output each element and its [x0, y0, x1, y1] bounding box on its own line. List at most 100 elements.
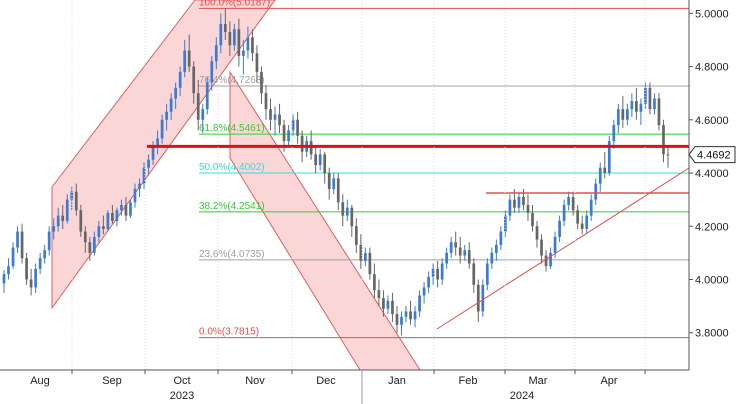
- candle-body: [558, 220, 561, 237]
- candle-body: [607, 141, 611, 174]
- candle-body: [585, 215, 589, 229]
- candle-body: [476, 284, 480, 312]
- candle-body: [504, 215, 507, 232]
- candle-body: [571, 196, 575, 211]
- candle-body: [2, 274, 6, 284]
- candle-body: [535, 226, 539, 240]
- candle-body: [169, 98, 173, 112]
- candle-body: [120, 204, 123, 211]
- x-tick-label: Oct: [173, 375, 190, 387]
- candle-body: [449, 242, 453, 253]
- candle-body: [278, 114, 281, 126]
- downtrend-channel: [229, 70, 421, 371]
- fib-label: 100.0%(5.0187): [199, 0, 270, 8]
- x-tick-label: Aug: [30, 375, 50, 387]
- y-tick-label: 4.2000: [695, 221, 729, 233]
- x-tick-label: Apr: [600, 375, 617, 387]
- candle-body: [142, 167, 146, 184]
- candle-body: [625, 109, 629, 120]
- candle-body: [603, 167, 607, 174]
- candle-body: [454, 242, 458, 248]
- x-tick-label: Sep: [102, 375, 122, 387]
- candle-body: [382, 298, 385, 309]
- candle-body: [29, 279, 33, 288]
- candle-body: [562, 204, 566, 221]
- candle-body: [589, 199, 593, 216]
- candle-body: [648, 87, 652, 110]
- candle-body: [106, 212, 110, 229]
- candle-body: [219, 23, 223, 46]
- candle-body: [74, 191, 78, 211]
- candle-body: [237, 29, 241, 56]
- candle-body: [7, 266, 10, 275]
- candle-body: [56, 215, 60, 227]
- candle-body: [124, 204, 128, 216]
- candle-body: [151, 146, 155, 160]
- candle-body: [391, 300, 394, 315]
- candle-body: [440, 263, 444, 280]
- x-tick-label: Dec: [316, 375, 336, 387]
- candle-body: [287, 130, 290, 142]
- candle-body: [88, 242, 92, 253]
- last-value-tag: [688, 146, 736, 164]
- candle-body: [210, 61, 214, 83]
- candlesticks: [2, 7, 670, 336]
- candle-body: [233, 29, 236, 46]
- candle-body: [409, 311, 412, 320]
- candle-body: [567, 196, 570, 205]
- candle-body: [260, 71, 263, 94]
- fibonacci-levels: 100.0%(5.0187) 76.4%(4.7268) 61.8%(4.5461)…: [199, 0, 689, 339]
- candle-body: [345, 207, 349, 216]
- candle-body: [251, 37, 254, 54]
- candle-body: [436, 268, 439, 280]
- candle-body: [616, 109, 620, 126]
- year-label-2024: 2024: [510, 390, 534, 402]
- candle-body: [522, 196, 525, 205]
- candle-body: [354, 226, 358, 245]
- candle-body: [612, 125, 616, 142]
- candle-body: [291, 119, 295, 131]
- candle-body: [183, 50, 187, 72]
- candle-body: [323, 154, 327, 174]
- candle-body: [138, 183, 141, 189]
- candle-body: [214, 45, 218, 62]
- candle-body: [174, 87, 178, 99]
- candle-body: [52, 226, 56, 232]
- candle-body: [34, 268, 37, 288]
- candle-body: [499, 231, 503, 245]
- candle-body: [364, 252, 367, 261]
- candle-body: [223, 23, 227, 32]
- candle-body: [160, 119, 164, 139]
- candle-body: [598, 167, 602, 184]
- candle-body: [282, 125, 286, 142]
- candle-body: [644, 87, 647, 104]
- candle-body: [513, 199, 516, 208]
- fib-label: 76.4%(4.7268): [199, 75, 265, 86]
- candle-body: [531, 212, 534, 227]
- candle-body: [508, 199, 512, 216]
- candle-body: [228, 31, 232, 46]
- candle-body: [621, 109, 625, 120]
- year-label-2023: 2023: [170, 390, 194, 402]
- trend-channels: [51, 0, 421, 371]
- y-tick-label: 3.8000: [695, 328, 729, 340]
- candle-body: [662, 125, 665, 155]
- candle-body: [544, 255, 548, 267]
- candle-body: [485, 263, 489, 285]
- last-value-label: 4.4692: [697, 150, 731, 162]
- candle-body: [576, 210, 580, 224]
- candle-body: [83, 231, 87, 243]
- candle-body: [273, 114, 277, 120]
- candle-body: [147, 159, 150, 168]
- candle-body: [427, 276, 430, 288]
- candle-body: [431, 268, 435, 277]
- candle-body: [526, 204, 530, 213]
- candle-body: [350, 207, 354, 227]
- candle-body: [318, 154, 322, 166]
- fib-label: 61.8%(4.5461): [199, 123, 265, 134]
- overlay-lines: [147, 144, 690, 330]
- candle-body: [418, 295, 421, 312]
- candle-body: [61, 215, 65, 221]
- fib-label: 38.2%(4.2541): [199, 201, 265, 212]
